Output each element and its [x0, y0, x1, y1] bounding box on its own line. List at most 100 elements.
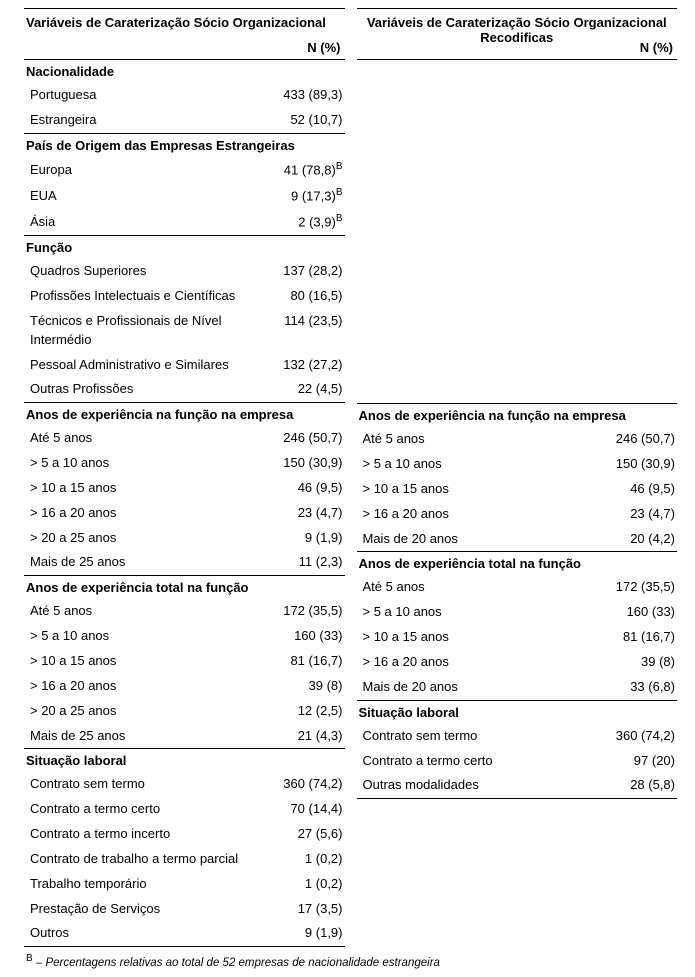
table-row: Pessoal Administrativo e Similares132 (2… — [24, 353, 345, 378]
row-label: > 16 a 20 anos — [363, 653, 588, 672]
row-label: Quadros Superiores — [30, 262, 255, 281]
row-value: 81 (16,7) — [587, 628, 675, 647]
row-value: 41 (78,8)B — [255, 160, 343, 180]
row-label: Trabalho temporário — [30, 875, 255, 894]
row-label: Europa — [30, 161, 255, 180]
row-label: Contrato sem termo — [30, 775, 255, 794]
row-value: 39 (8) — [587, 653, 675, 672]
table-row: > 16 a 20 anos23 (4,7) — [24, 501, 345, 526]
row-value: 11 (2,3) — [255, 553, 343, 572]
table-row: Europa41 (78,8)B — [24, 157, 345, 183]
row-value: 23 (4,7) — [587, 505, 675, 524]
row-label: > 10 a 15 anos — [30, 652, 255, 671]
table-row: Contrato sem termo360 (74,2) — [24, 772, 345, 797]
table-row: > 10 a 15 anos81 (16,7) — [24, 649, 345, 674]
row-value: 172 (35,5) — [255, 602, 343, 621]
row-value: 9 (1,9) — [255, 529, 343, 548]
section-title: Função — [24, 236, 345, 259]
row-label: Contrato a termo incerto — [30, 825, 255, 844]
right-column: Variáveis de Caraterização Sócio Organiz… — [357, 8, 678, 947]
table-row: Até 5 anos172 (35,5) — [357, 575, 678, 600]
row-label: Outros — [30, 924, 255, 943]
value-superscript: B — [336, 213, 343, 224]
row-label: Outras Profissões — [30, 380, 255, 399]
row-label: > 10 a 15 anos — [30, 479, 255, 498]
table-row: Portuguesa433 (89,3) — [24, 83, 345, 108]
row-value: 150 (30,9) — [255, 454, 343, 473]
table-row: > 10 a 15 anos81 (16,7) — [357, 625, 678, 650]
row-value: 132 (27,2) — [255, 356, 343, 375]
row-value: 1 (0,2) — [255, 850, 343, 869]
table-row: > 5 a 10 anos150 (30,9) — [24, 451, 345, 476]
row-value: 21 (4,3) — [255, 727, 343, 746]
row-value: 28 (5,8) — [587, 776, 675, 795]
row-value: 20 (4,2) — [587, 530, 675, 549]
row-value: 114 (23,5) — [255, 312, 343, 331]
row-label: Contrato a termo certo — [363, 752, 588, 771]
table-row: Profissões Intelectuais e Científicas80 … — [24, 284, 345, 309]
table-row: > 16 a 20 anos39 (8) — [357, 650, 678, 675]
row-value: 360 (74,2) — [587, 727, 675, 746]
table-row: > 10 a 15 anos46 (9,5) — [24, 476, 345, 501]
table-row: Trabalho temporário1 (0,2) — [24, 872, 345, 897]
left-header-n: N (%) — [307, 40, 340, 55]
table-row: > 20 a 25 anos12 (2,5) — [24, 699, 345, 724]
row-value: 33 (6,8) — [587, 678, 675, 697]
row-label: > 5 a 10 anos — [363, 603, 588, 622]
row-label: > 20 a 25 anos — [30, 702, 255, 721]
row-value: 22 (4,5) — [255, 380, 343, 399]
row-value: 9 (1,9) — [255, 924, 343, 943]
row-label: > 5 a 10 anos — [30, 454, 255, 473]
row-value: 137 (28,2) — [255, 262, 343, 281]
table-row: Técnicos e Profissionais de Nível Interm… — [24, 309, 345, 353]
row-label: Portuguesa — [30, 86, 255, 105]
row-label: EUA — [30, 187, 255, 206]
row-value: 27 (5,6) — [255, 825, 343, 844]
table-row: > 20 a 25 anos9 (1,9) — [24, 526, 345, 551]
row-label: Técnicos e Profissionais de Nível Interm… — [30, 312, 255, 350]
row-label: Profissões Intelectuais e Científicas — [30, 287, 255, 306]
section-title: Situação laboral — [357, 701, 678, 724]
table-columns: Variáveis de Caraterização Sócio Organiz… — [24, 8, 677, 947]
row-value: 172 (35,5) — [587, 578, 675, 597]
section-title: Anos de experiência total na função — [24, 576, 345, 599]
right-header-title: Variáveis de Caraterização Sócio Organiz… — [367, 15, 667, 45]
table-row: > 5 a 10 anos160 (33) — [24, 624, 345, 649]
row-label: Até 5 anos — [30, 602, 255, 621]
table-row: Ásia2 (3,9)B — [24, 209, 345, 236]
row-value: 9 (17,3)B — [255, 186, 343, 206]
table-row: EUA9 (17,3)B — [24, 183, 345, 209]
row-label: > 20 a 25 anos — [30, 529, 255, 548]
row-value: 2 (3,9)B — [255, 212, 343, 232]
row-label: > 5 a 10 anos — [30, 627, 255, 646]
row-value: 23 (4,7) — [255, 504, 343, 523]
row-label: > 10 a 15 anos — [363, 480, 588, 499]
row-label: Pessoal Administrativo e Similares — [30, 356, 255, 375]
row-label: Mais de 20 anos — [363, 530, 588, 549]
row-label: > 16 a 20 anos — [30, 504, 255, 523]
row-label: Mais de 20 anos — [363, 678, 588, 697]
left-sections: NacionalidadePortuguesa433 (89,3)Estrang… — [24, 60, 345, 947]
row-label: > 10 a 15 anos — [363, 628, 588, 647]
footnote-text: – Percentagens relativas ao total de 52 … — [36, 957, 440, 969]
row-value: 160 (33) — [587, 603, 675, 622]
row-value: 70 (14,4) — [255, 800, 343, 819]
row-label: Estrangeira — [30, 111, 255, 130]
row-label: Ásia — [30, 213, 255, 232]
row-label: Até 5 anos — [363, 430, 588, 449]
section-title: Anos de experiência total na função — [357, 552, 678, 575]
row-value: 1 (0,2) — [255, 875, 343, 894]
table-row: Outras modalidades28 (5,8) — [357, 773, 678, 799]
page: Variáveis de Caraterização Sócio Organiz… — [0, 0, 695, 977]
row-value: 97 (20) — [587, 752, 675, 771]
row-label: > 16 a 20 anos — [363, 505, 588, 524]
table-row: Mais de 20 anos20 (4,2) — [357, 527, 678, 553]
row-label: Prestação de Serviços — [30, 900, 255, 919]
row-label: > 16 a 20 anos — [30, 677, 255, 696]
row-value: 39 (8) — [255, 677, 343, 696]
row-label: Até 5 anos — [30, 429, 255, 448]
table-row: Contrato a termo certo97 (20) — [357, 749, 678, 774]
row-value: 360 (74,2) — [255, 775, 343, 794]
table-row: > 16 a 20 anos39 (8) — [24, 674, 345, 699]
table-row: > 5 a 10 anos150 (30,9) — [357, 452, 678, 477]
